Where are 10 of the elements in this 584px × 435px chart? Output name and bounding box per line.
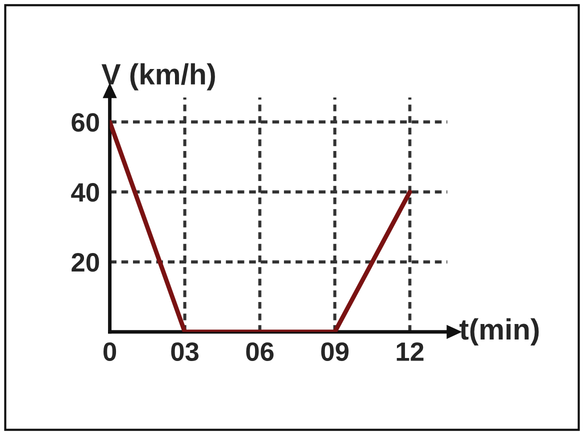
x-axis-title: t(min)	[460, 318, 539, 346]
y-tick-label: 60	[72, 113, 99, 132]
x-tick-label: 12	[396, 342, 424, 361]
x-tick-label: 06	[246, 342, 274, 362]
x-tick-label: 03	[171, 342, 199, 362]
y-tick-label: 20	[72, 253, 99, 272]
y-tick-label: 40	[71, 183, 99, 202]
y-axis-title: V (km/h)	[102, 63, 215, 90]
x-tick-label: 0	[104, 342, 116, 362]
x-tick-label: 09	[321, 342, 349, 362]
